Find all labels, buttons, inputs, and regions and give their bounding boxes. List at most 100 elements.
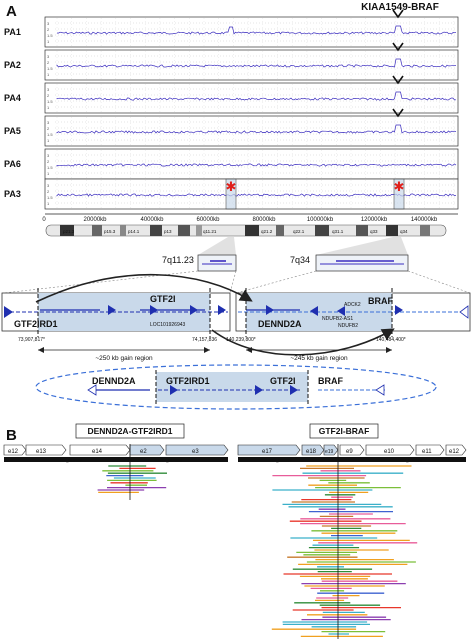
sample-label: PA3 [4, 189, 21, 199]
axis-tick-label: 40000kb [140, 217, 164, 223]
exon-label: e18 [306, 449, 317, 455]
expansion-line [235, 270, 317, 294]
star-icon: ✱ [394, 180, 405, 195]
fusion-arrow [211, 328, 395, 356]
band-label: q31.1 [332, 229, 344, 234]
svg-text:1.5: 1.5 [47, 33, 53, 38]
svg-text:2: 2 [47, 27, 50, 32]
read-pileup-left [97, 465, 167, 494]
band-label: q34 [400, 229, 408, 234]
sample-label: PA2 [4, 60, 21, 70]
caret-marker [392, 75, 404, 85]
exon-label: e12 [449, 449, 460, 455]
gene-label-gtf2ird1: GTF2IRD1 [14, 319, 58, 329]
exon-label: e2 [140, 449, 147, 455]
gain-region-left: ~250 kb gain region [38, 347, 210, 362]
svg-text:3: 3 [47, 21, 50, 26]
coord-right-end: 140,484,400* [376, 337, 406, 343]
svg-text:1: 1 [47, 39, 50, 44]
exon-label: e9 [346, 449, 353, 455]
exon-label: e11 [422, 449, 432, 455]
fusion-title-right-text: GTF2I-BRAF [319, 426, 370, 436]
zoom-box-left [197, 254, 237, 272]
svg-text:3: 3 [47, 54, 50, 59]
svg-text:1.5: 1.5 [47, 99, 53, 104]
zoom-region-left [198, 237, 236, 255]
svg-text:1: 1 [47, 201, 50, 206]
axis-tick-label: 80000kb [252, 217, 276, 223]
zoom-label-left: 7q11.23 [162, 255, 194, 265]
axis-tick-label: 100000kb [307, 217, 334, 223]
svg-text:1: 1 [47, 138, 50, 143]
genomic-axis: 0 20000kb 40000kb 60000kb 80000kb 100000… [42, 213, 458, 223]
fusion-title-right: GTF2I-BRAF [309, 423, 379, 439]
zoom-box-right [315, 254, 409, 272]
svg-text:1.5: 1.5 [47, 132, 53, 137]
gene-label-dennd2a: DENND2A [258, 319, 302, 329]
panel-a-label: A [6, 3, 17, 20]
exon-label: e17 [262, 449, 273, 455]
cnv-tracks: 321.51PA1321.51PA2321.51PA4321.51PA5321.… [4, 9, 459, 210]
exon-label: e14 [92, 449, 103, 455]
fusion-title-left-text: DENND2A-GTF2IRD1 [87, 426, 172, 436]
svg-text:1.5: 1.5 [47, 66, 53, 71]
svg-text:2: 2 [47, 93, 50, 98]
exon-label: e10 [384, 449, 395, 455]
svg-text:1: 1 [47, 105, 50, 110]
zoom-label-right: 7q34 [290, 255, 310, 265]
band-label: q22.1 [293, 229, 305, 234]
coord-right-start: 140,239,800* [226, 337, 256, 343]
fusion-product: DENND2A GTF2IRD1 GTF2I BRAF [35, 364, 437, 410]
cnv-track-row: 321.51 PA5 [4, 115, 459, 147]
exon-track-right: e17 e18 e19 e9 e10 e11 e12 NM_032999 NM_… [237, 444, 467, 463]
svg-text:2: 2 [47, 159, 50, 164]
expansion-line [407, 270, 471, 294]
fusion-label-braf: BRAF [318, 376, 343, 386]
axis-tick-label: 0 [42, 217, 46, 223]
band-label: p14.1 [128, 229, 140, 234]
gene-label-loc: LOC101926943 [150, 322, 186, 328]
coord-left-start: 73,907,817* [18, 337, 45, 343]
star-icon: ✱ [226, 180, 237, 195]
axis-tick-label: 140000kb [411, 217, 438, 223]
zoom-region-right [316, 237, 408, 255]
gain-region-right: ~245 kb gain region [246, 347, 392, 362]
cnv-track-row: 321.51 PA4 [4, 82, 459, 114]
axis-tick-label: 20000kb [83, 217, 107, 223]
exon-track-left: e12 e13 e14 e2 e3 NM_015689 NM_016328 [3, 444, 229, 463]
sample-label: PA1 [4, 27, 21, 37]
svg-text:1: 1 [47, 72, 50, 77]
transcript-label: NM_004333 [400, 458, 423, 463]
caret-marker [392, 108, 404, 118]
fusion-label-dennd2a: DENND2A [92, 376, 136, 386]
svg-text:3: 3 [47, 183, 50, 188]
gene-label-braf: BRAF [368, 296, 393, 306]
fusion-arrow [35, 273, 253, 303]
gene-label-adck2: ADCK2 [344, 302, 361, 308]
svg-text:1.5: 1.5 [47, 195, 53, 200]
transcript-label: NM_016328 [160, 458, 183, 463]
caret-marker [392, 42, 404, 52]
band-label: q21.2 [261, 229, 273, 234]
svg-text:2: 2 [47, 126, 50, 131]
exon-label: e19 [325, 449, 334, 455]
svg-text:1.5: 1.5 [47, 165, 53, 170]
fusion-label-gtf2ird1: GTF2IRD1 [166, 376, 210, 386]
coord-left-end: 74,157,836 [192, 337, 217, 343]
axis-tick-label: 120000kb [361, 217, 388, 223]
exon-label: e12 [8, 449, 19, 455]
svg-text:3: 3 [47, 153, 50, 158]
band-label: q33 [370, 229, 378, 234]
sample-label: PA5 [4, 126, 21, 136]
gene-label-gtf2i: GTF2I [150, 294, 176, 304]
fusion-title-left: DENND2A-GTF2IRD1 [75, 423, 185, 439]
gene-label-ndufb2-as1: NDUFB2-AS1 [322, 316, 353, 322]
exon-label: e3 [192, 449, 199, 455]
cnv-track-row: 321.51 PA6 [4, 148, 459, 180]
cnv-track-row: 321.51 PA2 [4, 49, 459, 81]
panel-b-label: B [6, 427, 17, 444]
kiaa1549-braf-label: KIAA1549-BRAF [361, 2, 439, 13]
chromosome-ideogram: p21.3 p15.3 p14.1 p13 q11.21 q21.2 q22.1… [45, 224, 447, 237]
caret-marker [392, 9, 404, 19]
band-label: q11.21 [203, 229, 217, 234]
